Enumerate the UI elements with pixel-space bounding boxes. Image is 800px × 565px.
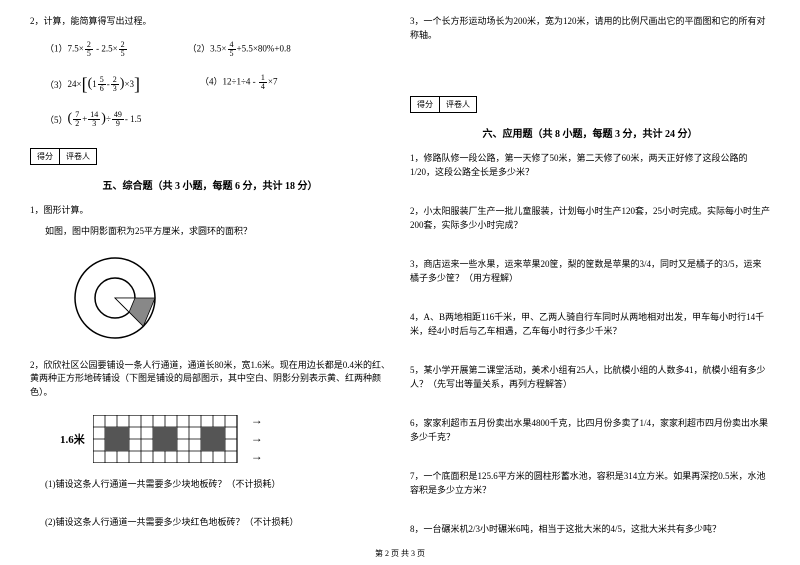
q6-7: 7，一个底面积是125.6平方米的圆柱形蓄水池，容积是314立方米。如果再深挖0…	[410, 470, 770, 497]
q6-2: 2，小太阳服装厂生产一批儿童服装，计划每小时生产120套，25小时完成。实际每小…	[410, 205, 770, 232]
q2-title: 2，计算，能简算得写出过程。	[30, 15, 390, 29]
tile-figure: 1.6米 →	[60, 413, 390, 464]
score-label: 得分	[411, 97, 440, 112]
tile-grid-svg	[93, 415, 243, 463]
spacer	[30, 500, 390, 508]
left-column: 2，计算，能简算得写出过程。 （1）7.5×25 - 2.5×25 （2）3.5…	[30, 15, 390, 537]
formula-row-3: （5） ( 72 + 143 ) ÷ 499 - 1.5	[30, 111, 390, 128]
spacer	[410, 452, 770, 462]
formula-5: （5） ( 72 + 143 ) ÷ 499 - 1.5	[45, 111, 141, 128]
page-footer: 第 2 页 共 3 页	[0, 548, 800, 559]
formula-row-2: （3） 24× [ ( 1 56 - 23 ) ×3 ] （4）12÷1÷4 -…	[30, 74, 390, 95]
arrows: → → →	[251, 413, 263, 464]
q5-1: 1，图形计算。	[30, 204, 390, 218]
annulus-figure	[70, 253, 390, 345]
frac: 72	[73, 111, 81, 128]
formula-1: （1）7.5×25 - 2.5×25	[45, 41, 128, 58]
score-box: 得分 评卷人	[30, 148, 97, 165]
section-5-title: 五、综合题（共 3 小题，每题 6 分，共计 18 分）	[30, 177, 390, 192]
formula-row-1: （1）7.5×25 - 2.5×25 （2）3.5×45+5.5×80%+0.8	[30, 41, 390, 58]
q6-1: 1，修路队修一段公路，第一天修了50米，第二天修了60米，两天正好修了这段公路的…	[410, 152, 770, 179]
bracket-icon: ]	[134, 74, 140, 95]
spacer	[410, 293, 770, 303]
q3: 3，一个长方形运动场长为200米，宽为120米，请用的比例尺画出它的平面图和它的…	[410, 15, 770, 42]
q5-2-sub2: (2)铺设这条人行通道一共需要多少块红色地板砖？（不计损耗）	[30, 516, 390, 530]
frac: 14	[259, 74, 267, 91]
frac: 56	[98, 76, 106, 93]
spacer	[410, 187, 770, 197]
section-6-header: 得分 评卷人	[410, 88, 770, 113]
q6-4: 4，A、B两地相距116千米，甲、乙两人骑自行车同时从两地相对出发，甲车每小时行…	[410, 311, 770, 338]
spacer	[410, 399, 770, 409]
frac: 23	[111, 76, 119, 93]
spacer	[410, 240, 770, 250]
arrow-icon: →	[251, 449, 263, 464]
formula-2: （2）3.5×45+5.5×80%+0.8	[188, 41, 291, 58]
q6-5: 5，某小学开展第二课堂活动，美术小组有25人，比航模小组的人数多41，航模小组有…	[410, 364, 770, 391]
frac: 143	[88, 111, 100, 128]
section-6-title: 六、应用题（共 8 小题，每题 3 分，共计 24 分）	[410, 125, 770, 140]
score-box: 得分 评卷人	[410, 96, 477, 113]
score-label: 得分	[31, 149, 60, 164]
frac: 499	[112, 111, 124, 128]
q5-2: 2，欣欣社区公园要铺设一条人行通道，通道长80米，宽1.6米。现在用边长都是0.…	[30, 359, 390, 400]
frac: 25	[85, 41, 93, 58]
q5-1b: 如图，图中阴影面积为25平方厘米，求圆环的面积？	[30, 225, 390, 239]
tile-width-label: 1.6米	[60, 431, 85, 447]
q6-8: 8，一台碾米机2/3小时碾米6吨，相当于这批大米的4/5，这批大米共有多少吨？	[410, 523, 770, 537]
right-column: 3，一个长方形运动场长为200米，宽为120米，请用的比例尺画出它的平面图和它的…	[410, 15, 770, 537]
q6-6: 6，家家利超市五月份卖出水果4800千克，比四月份多卖了1/4，家家利超市四月份…	[410, 417, 770, 444]
arrow-icon: →	[251, 413, 263, 428]
frac: 25	[119, 41, 127, 58]
q6-3: 3，商店运来一些水果，运来苹果20筐，梨的筐数是苹果的3/4，同时又是橘子的3/…	[410, 258, 770, 285]
spacer	[410, 346, 770, 356]
grader-label: 评卷人	[440, 97, 476, 112]
q5-2-sub1: (1)铺设这条人行通道一共需要多少块地板砖？（不计损耗）	[30, 478, 390, 492]
grader-label: 评卷人	[60, 149, 96, 164]
paren-icon: (	[68, 111, 73, 127]
page: 2，计算，能简算得写出过程。 （1）7.5×25 - 2.5×25 （2）3.5…	[0, 0, 800, 542]
spacer	[410, 505, 770, 515]
formula-4: （4）12÷1÷4 - 14×7	[200, 74, 277, 95]
frac: 45	[228, 41, 236, 58]
spacer	[410, 50, 770, 80]
section-5-header: 得分 评卷人	[30, 140, 390, 165]
formula-3: （3） 24× [ ( 1 56 - 23 ) ×3 ]	[45, 74, 140, 95]
arrow-icon: →	[251, 431, 263, 446]
